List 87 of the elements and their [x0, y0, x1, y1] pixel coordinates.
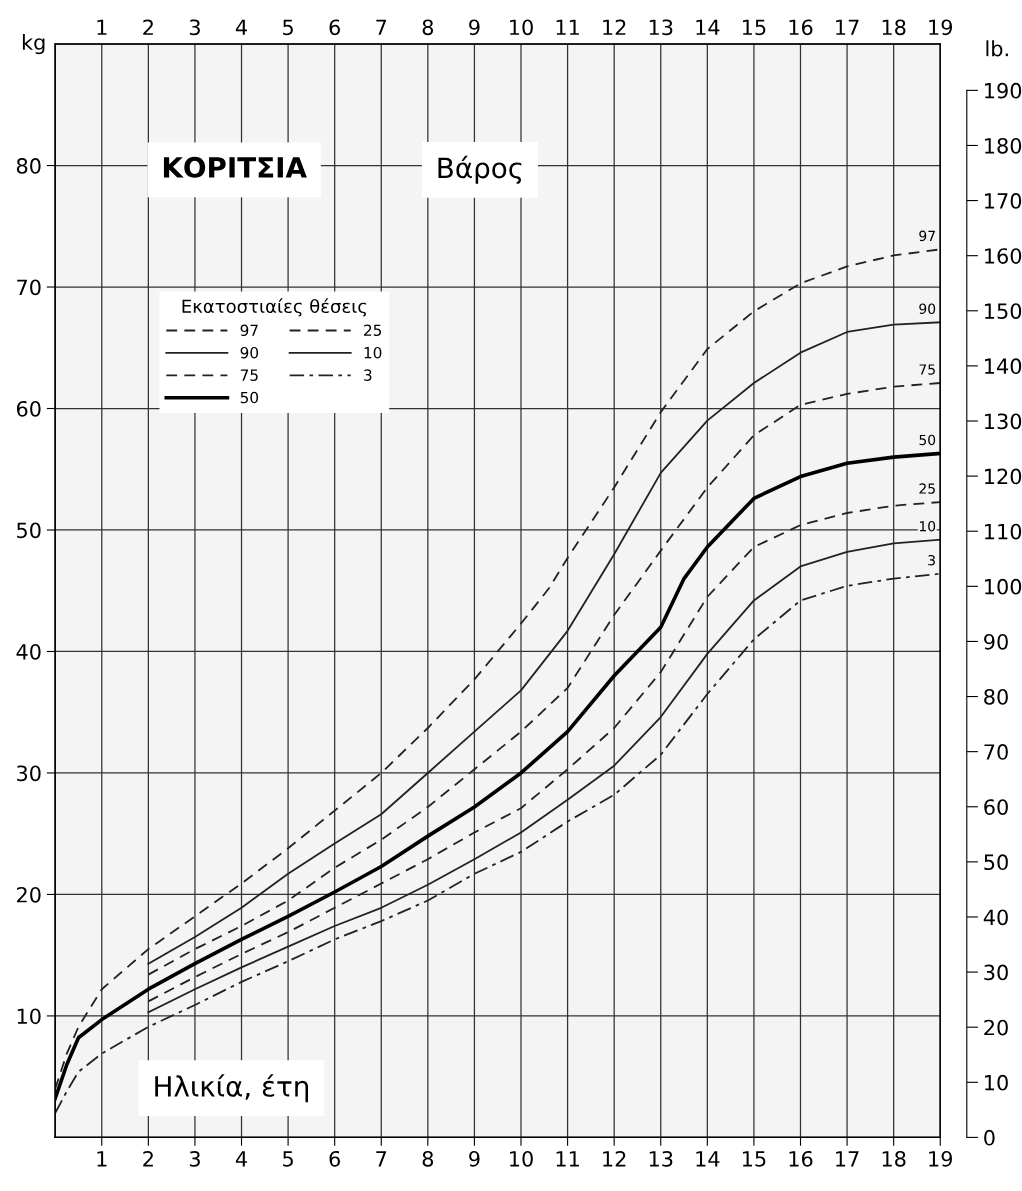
x-tick-label: 8	[422, 19, 434, 36]
x2-tick-label: 2	[143, 1150, 153, 1167]
y2-tick-label: 0	[984, 1129, 995, 1146]
x2-tick-label: 12	[603, 1150, 626, 1167]
legend-label: 25	[364, 324, 382, 337]
text: 97	[919, 230, 935, 242]
y-axis-title: kg	[22, 33, 45, 55]
x-tick-label: 19	[929, 19, 953, 36]
y2-tick-label: 60	[984, 799, 1008, 815]
y-tick-label: 60	[16, 400, 41, 417]
text: 10	[919, 520, 936, 532]
x2-tick-label: 3	[189, 1150, 200, 1167]
x-tick-label: 16	[789, 19, 813, 36]
x-tick-label: 7	[376, 19, 387, 35]
x2-tick-label: 18	[882, 1150, 906, 1167]
text: 25	[919, 483, 935, 494]
x-tick-label: 2	[143, 19, 153, 35]
y2-tick-label: 100	[985, 578, 1022, 595]
x-tick-label: 1	[97, 19, 107, 35]
y2-tick-label: 80	[984, 689, 1008, 705]
x-tick-label: 18	[882, 19, 906, 36]
y2-tick-label: 20	[984, 1019, 1008, 1036]
x-tick-label: 4	[235, 19, 247, 35]
x-tick-label: 9	[469, 19, 480, 36]
y2-tick-label: 180	[985, 137, 1022, 154]
y2-tick-label: 110	[985, 523, 1022, 540]
y-tick-label: 70	[17, 279, 41, 296]
x-tick-label: 12	[603, 19, 626, 35]
text: Βάρος	[438, 155, 522, 184]
x2-tick-label: 9	[469, 1150, 480, 1167]
y2-tick-label: 130	[985, 413, 1022, 430]
y-tick-label: 50	[17, 522, 41, 539]
x-tick-label: 10	[510, 19, 533, 36]
y2-tick-label: 30	[984, 964, 1008, 981]
y2-tick-label: 40	[983, 909, 1008, 926]
y2-tick-label: 160	[985, 248, 1022, 264]
y2-tick-label: 190	[985, 82, 1022, 99]
y2-tick-label: 50	[984, 854, 1008, 871]
x2-tick-label: 15	[742, 1151, 766, 1167]
y2-tick-label: 10	[985, 1074, 1008, 1091]
text: 50	[919, 434, 936, 446]
legend-label: 10	[364, 346, 382, 359]
x2-tick-label: 11	[556, 1151, 579, 1167]
x2-tick-label: 7	[376, 1151, 387, 1167]
x2-tick-label: 1	[97, 1151, 107, 1167]
x-tick-label: 6	[329, 19, 340, 36]
x-tick-label: 15	[742, 19, 766, 36]
text: 75	[919, 364, 935, 375]
y2-tick-label: 170	[985, 193, 1022, 209]
x2-tick-label: 10	[510, 1150, 533, 1167]
legend-label: 90	[240, 346, 259, 359]
x2-tick-label: 14	[696, 1151, 720, 1167]
text: 90	[919, 303, 936, 315]
y-tick-label: 40	[16, 643, 41, 660]
legend-title: Εκατοστιαίες θέσεις	[182, 298, 367, 317]
x-tick-label: 3	[189, 19, 200, 36]
x-tick-label: 14	[696, 19, 720, 35]
text: 3	[928, 554, 935, 566]
x2-tick-label: 19	[929, 1150, 953, 1167]
x2-tick-label: 4	[235, 1151, 247, 1167]
x-axis-title: Ηλικία, έτη	[155, 1074, 308, 1103]
y2-axis-title: lb.	[986, 40, 1008, 57]
x-tick-label: 13	[649, 19, 673, 36]
y2-tick-label: 70	[984, 744, 1008, 760]
y-tick-label: 20	[17, 886, 41, 903]
y2-tick-label: 150	[985, 303, 1022, 319]
y-tick-label: 10	[17, 1008, 41, 1025]
y2-tick-label: 120	[985, 468, 1022, 485]
y2-tick-label: 90	[984, 633, 1008, 650]
x2-tick-label: 8	[422, 1150, 434, 1167]
y-tick-label: 30	[17, 765, 41, 782]
legend-label: 3	[364, 369, 372, 381]
x2-tick-label: 17	[836, 1151, 859, 1167]
legend-label: 75	[240, 369, 258, 381]
y-tick-label: 80	[16, 158, 41, 174]
x-tick-label: 11	[556, 19, 579, 35]
x2-tick-label: 6	[329, 1150, 340, 1167]
line-series	[55, 572, 941, 1115]
x2-tick-label: 13	[649, 1150, 673, 1167]
x2-tick-label: 5	[283, 1151, 293, 1167]
y2-tick-label: 140	[985, 358, 1022, 375]
legend-label: 50	[240, 391, 259, 404]
text: ΚΟΡΙΤΣΙΑ	[163, 156, 307, 178]
x-tick-label: 5	[283, 19, 293, 36]
x2-tick-label: 16	[789, 1150, 813, 1167]
x-tick-label: 17	[836, 19, 859, 35]
legend-label: 97	[240, 324, 258, 337]
